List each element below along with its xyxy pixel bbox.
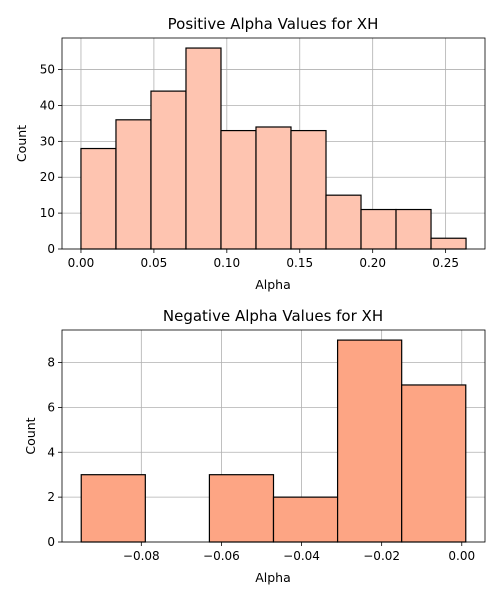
x-tick-label: 0.05 (141, 256, 168, 270)
y-tick-label: 50 (40, 63, 55, 77)
histogram-bar (220, 129, 257, 250)
y-tick-label: 6 (47, 400, 55, 414)
y-ticks: 0 10 20 30 40 50 (40, 63, 62, 256)
y-tick-label: 10 (40, 206, 55, 220)
y-axis-label: Count (14, 125, 29, 162)
y-axis-label: Count (23, 417, 38, 454)
x-ticks: −0.08 −0.06 −0.04 −0.02 0.00 (123, 542, 475, 563)
y-ticks: 0 2 4 6 8 (47, 356, 62, 549)
y-tick-label: 2 (47, 490, 55, 504)
negative-alpha-histogram: Negative Alpha Values for XH −0.08 −0.06−… (23, 307, 486, 585)
histogram-bar (401, 384, 467, 543)
histogram-bar (80, 147, 117, 250)
histogram-bar (255, 126, 292, 250)
plot-frame (61, 329, 486, 543)
histogram-bar (115, 119, 152, 250)
y-tick-label: 0 (47, 242, 55, 256)
histogram-bar (325, 194, 362, 250)
x-ticks: 0.00 0.05 0.10 0.15 0.20 0.25 (68, 249, 459, 270)
bars (80, 339, 467, 543)
plot-frame (61, 37, 486, 250)
positive-alpha-histogram: Positive Alpha Values for XH 0.00 0.05 0.1… (14, 15, 486, 292)
y-tick-label: 40 (40, 98, 55, 112)
y-tick-label: 4 (47, 445, 55, 459)
x-tick-label: 0.20 (359, 256, 386, 270)
x-tick-label: 0.10 (213, 256, 240, 270)
y-tick-label: 20 (40, 170, 55, 184)
histogram-bar (290, 129, 327, 250)
histogram-bar (336, 339, 403, 543)
x-axis-label: Alpha (255, 277, 291, 292)
x-tick-label: 0.25 (432, 256, 459, 270)
histogram-bar (208, 474, 275, 543)
x-tick-label: 0.00 (448, 549, 475, 563)
x-tick-label: −0.04 (283, 549, 320, 563)
y-tick-label: 8 (47, 356, 55, 370)
x-tick-label: −0.06 (203, 549, 240, 563)
x-tick-label: −0.02 (363, 549, 400, 563)
histogram-bar (150, 90, 187, 250)
histogram-bar (395, 208, 432, 250)
y-tick-label: 0 (47, 535, 55, 549)
x-tick-label: 0.00 (68, 256, 95, 270)
chart-title: Positive Alpha Values for XH (168, 15, 379, 33)
y-tick-label: 30 (40, 134, 55, 148)
histogram-bar (185, 47, 222, 250)
histogram-bar (272, 496, 339, 543)
x-axis-label: Alpha (255, 570, 291, 585)
histogram-bar (360, 208, 397, 250)
bars (80, 47, 467, 250)
histogram-bar (80, 474, 146, 543)
x-tick-label: −0.08 (123, 549, 160, 563)
chart-title: Negative Alpha Values for XH (163, 307, 383, 325)
histogram-bar (430, 237, 467, 250)
x-tick-label: 0.15 (286, 256, 313, 270)
